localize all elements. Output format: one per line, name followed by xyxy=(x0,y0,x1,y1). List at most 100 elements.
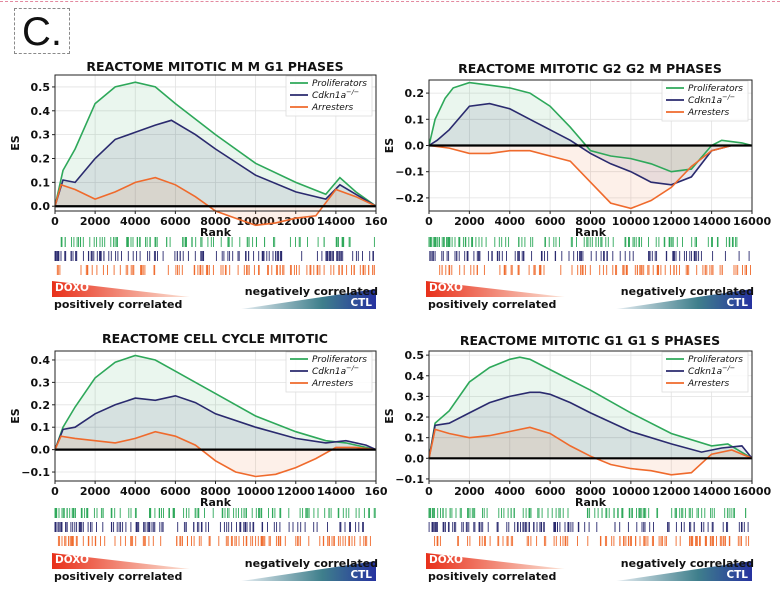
series-line-arresters xyxy=(54,430,377,478)
area-arresters xyxy=(429,145,752,209)
x-tick-label: 10000 xyxy=(612,485,651,498)
x-tick-label: 2000 xyxy=(80,485,111,498)
x-tick-label: 12000 xyxy=(277,215,316,228)
legend-superscript: −/− xyxy=(346,88,359,96)
doxo-gradient xyxy=(52,281,190,297)
y-axis-label: ES xyxy=(9,408,22,424)
x-axis-label: Rank xyxy=(200,226,232,239)
doxo-gradient xyxy=(426,281,565,297)
x-tick-label: 14000 xyxy=(317,215,356,228)
y-tick-label: 0.2 xyxy=(405,87,425,100)
area-cdkn1a xyxy=(429,103,752,185)
ctl-label: CTL xyxy=(350,569,372,581)
legend-label-proliferators: Proliferators xyxy=(312,355,367,365)
x-tick-label: 2000 xyxy=(454,485,485,498)
chart-panel-3: 0 2000 4000 6000 8000 10000 12000 14000 160 0.4 0.… xyxy=(9,331,388,583)
area-arresters xyxy=(55,431,376,477)
x-tick-label: 8000 xyxy=(575,485,606,498)
chart-panel-2: 0 2000 4000 6000 8000 10000 12000 14000 16000 0.2… xyxy=(383,61,771,311)
doxo-gradient xyxy=(426,553,565,569)
x-tick-label: 16000 xyxy=(733,215,772,228)
plot-frame xyxy=(54,74,377,212)
y-tick-label: 0.4 xyxy=(405,370,425,383)
ctl-gradient xyxy=(616,289,752,309)
y-tick-label: 0.1 xyxy=(405,113,425,126)
y-tick-label: 0.0 xyxy=(405,452,425,465)
doxo-gradient xyxy=(52,553,190,569)
series-line-arresters xyxy=(428,426,753,476)
legend-superscript: −/− xyxy=(346,364,359,372)
ctl-label: CTL xyxy=(350,297,372,309)
legend-label-proliferators: Proliferators xyxy=(688,355,743,365)
y-tick-label: 0.0 xyxy=(31,200,51,213)
y-tick-label: −0.1 xyxy=(395,473,424,486)
x-tick-label: 12000 xyxy=(652,215,691,228)
chart-panel-1: 020004000600080001000012000140001600.50.… xyxy=(9,59,388,311)
x-tick-label: 6000 xyxy=(160,485,191,498)
hit-strip-proliferators xyxy=(54,508,376,518)
legend-label-arresters: Arresters xyxy=(311,379,354,389)
hit-strip-arresters xyxy=(439,265,751,275)
hit-strip-arresters xyxy=(57,536,371,546)
negatively-correlated-label: negatively correlated xyxy=(245,285,378,298)
plot-frame xyxy=(428,350,753,482)
area-arresters xyxy=(429,427,752,475)
x-tick-label: 0 xyxy=(425,485,433,498)
area-cdkn1a xyxy=(55,395,376,450)
negatively-correlated-label: negatively correlated xyxy=(621,557,754,570)
x-axis-label: Rank xyxy=(575,226,607,239)
y-axis-label: ES xyxy=(383,138,396,154)
x-tick-label: 14000 xyxy=(692,215,731,228)
x-tick-label: 12000 xyxy=(652,485,691,498)
doxo-label: DOXO xyxy=(55,282,89,294)
hit-strip-cdkn1a xyxy=(429,251,750,261)
hit-strip-proliferators xyxy=(428,508,747,518)
y-tick-label: −0.2 xyxy=(395,192,424,205)
series-line-proliferators xyxy=(428,356,753,459)
legend-label-arresters: Arresters xyxy=(311,103,354,113)
positively-correlated-label: positively correlated xyxy=(54,570,182,583)
x-axis-label: Rank xyxy=(575,496,607,509)
chart-title: REACTOME MITOTIC G1 G1 S PHASES xyxy=(460,333,720,348)
x-tick-label: 4000 xyxy=(120,485,151,498)
x-tick-label: 12000 xyxy=(277,485,316,498)
panel-label: C. xyxy=(22,10,62,54)
y-tick-label: 0.2 xyxy=(31,399,51,412)
doxo-label: DOXO xyxy=(429,282,463,294)
area-proliferators xyxy=(429,357,752,459)
y-tick-label: 0.3 xyxy=(31,129,51,142)
x-tick-label: 10000 xyxy=(236,485,275,498)
y-tick-label: −0.1 xyxy=(21,466,50,479)
y-axis-label: ES xyxy=(383,408,396,424)
chart-title: REACTOME MITOTIC M M G1 PHASES xyxy=(86,59,343,74)
x-tick-label: 6000 xyxy=(535,485,566,498)
y-tick-label: 0.4 xyxy=(31,354,51,367)
y-tick-label: 0.2 xyxy=(31,153,51,166)
legend-superscript: −/− xyxy=(722,93,735,101)
x-tick-label: 0 xyxy=(51,485,59,498)
y-tick-label: 0.4 xyxy=(31,105,51,118)
ctl-gradient xyxy=(241,561,376,581)
negatively-correlated-label: negatively correlated xyxy=(245,557,378,570)
hit-strip-proliferators xyxy=(60,237,375,247)
x-tick-label: 14000 xyxy=(692,485,731,498)
x-tick-label: 14000 xyxy=(317,485,356,498)
area-proliferators xyxy=(429,82,752,172)
x-tick-label: 0 xyxy=(51,215,59,228)
x-tick-label: 16000 xyxy=(733,485,772,498)
area-arresters xyxy=(55,177,376,226)
chart-title: REACTOME CELL CYCLE MITOTIC xyxy=(102,331,328,346)
legend-label-proliferators: Proliferators xyxy=(312,79,367,89)
y-tick-label: 0.1 xyxy=(31,421,51,434)
x-tick-label: 8000 xyxy=(200,485,231,498)
series-line-cdkn1a xyxy=(54,394,377,451)
y-tick-label: 0.0 xyxy=(31,444,51,457)
y-tick-label: 0.0 xyxy=(405,140,425,153)
ctl-gradient xyxy=(616,561,752,581)
series-line-proliferators xyxy=(428,81,753,173)
doxo-label: DOXO xyxy=(429,554,463,566)
x-tick-label: 4000 xyxy=(494,215,525,228)
x-tick-label: 4000 xyxy=(494,485,525,498)
